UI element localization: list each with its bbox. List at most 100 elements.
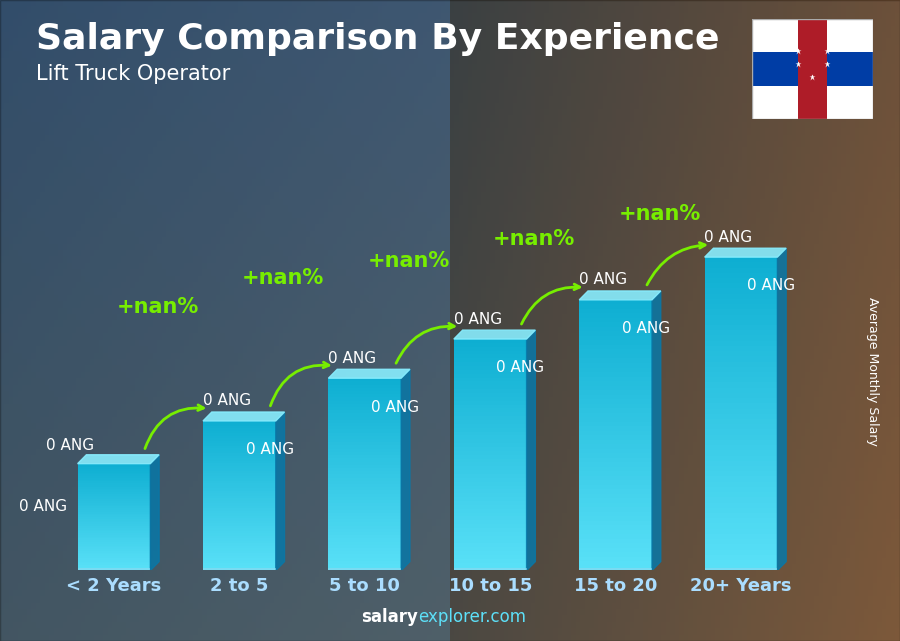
Bar: [328, 481, 401, 484]
Text: 0 ANG: 0 ANG: [579, 272, 627, 287]
Bar: [705, 476, 778, 481]
Bar: [705, 508, 778, 513]
Bar: [328, 487, 401, 490]
Bar: [203, 568, 275, 570]
Bar: [77, 472, 150, 474]
Bar: [705, 273, 778, 278]
Text: +nan%: +nan%: [618, 204, 700, 224]
Bar: [203, 556, 275, 558]
Bar: [454, 486, 526, 490]
Bar: [580, 385, 652, 390]
Bar: [454, 509, 526, 513]
Bar: [580, 381, 652, 385]
Bar: [454, 401, 526, 404]
Bar: [580, 566, 652, 570]
Bar: [77, 520, 150, 522]
Bar: [454, 474, 526, 478]
Bar: [580, 372, 652, 376]
Bar: [203, 466, 275, 469]
Bar: [705, 524, 778, 529]
Bar: [328, 385, 401, 388]
Bar: [580, 426, 652, 431]
Bar: [203, 501, 275, 503]
Bar: [580, 530, 652, 535]
Text: salary: salary: [362, 608, 418, 626]
Bar: [203, 563, 275, 565]
Bar: [77, 544, 150, 545]
Polygon shape: [401, 369, 410, 570]
Bar: [77, 526, 150, 528]
Text: +nan%: +nan%: [493, 229, 575, 249]
Bar: [203, 456, 275, 458]
Bar: [454, 393, 526, 397]
Polygon shape: [778, 248, 787, 570]
Text: 0 ANG: 0 ANG: [747, 278, 796, 294]
Bar: [203, 451, 275, 453]
Bar: [203, 436, 275, 438]
Bar: [580, 526, 652, 530]
Bar: [77, 554, 150, 556]
Bar: [705, 320, 778, 325]
Bar: [454, 439, 526, 443]
Bar: [454, 343, 526, 347]
Bar: [454, 559, 526, 563]
Polygon shape: [150, 454, 159, 570]
Bar: [580, 507, 652, 512]
Bar: [705, 367, 778, 372]
Bar: [77, 519, 150, 520]
Bar: [328, 548, 401, 551]
Bar: [752, 86, 873, 119]
Bar: [580, 349, 652, 354]
Bar: [328, 404, 401, 407]
Bar: [77, 540, 150, 542]
Bar: [705, 555, 778, 560]
Bar: [203, 515, 275, 518]
Bar: [454, 351, 526, 354]
Bar: [454, 551, 526, 555]
Bar: [705, 568, 778, 570]
Bar: [328, 458, 401, 462]
Bar: [203, 424, 275, 426]
Bar: [454, 420, 526, 424]
Bar: [454, 497, 526, 501]
Bar: [705, 330, 778, 335]
Bar: [705, 429, 778, 435]
Bar: [328, 513, 401, 516]
Bar: [328, 516, 401, 519]
Bar: [454, 443, 526, 447]
Bar: [580, 517, 652, 521]
Bar: [203, 431, 275, 433]
Bar: [328, 436, 401, 439]
Bar: [203, 538, 275, 540]
Bar: [203, 551, 275, 553]
Bar: [705, 471, 778, 476]
Bar: [454, 451, 526, 454]
Bar: [580, 557, 652, 562]
Bar: [328, 391, 401, 394]
Bar: [203, 533, 275, 536]
Bar: [328, 420, 401, 423]
Bar: [580, 498, 652, 503]
Bar: [580, 503, 652, 507]
Bar: [203, 543, 275, 545]
Bar: [580, 548, 652, 553]
Bar: [203, 458, 275, 461]
Bar: [328, 401, 401, 404]
Bar: [705, 440, 778, 445]
Bar: [77, 504, 150, 506]
Bar: [328, 423, 401, 426]
Bar: [328, 452, 401, 455]
Bar: [454, 532, 526, 536]
Bar: [580, 471, 652, 476]
Bar: [328, 532, 401, 535]
Bar: [77, 490, 150, 492]
Bar: [77, 569, 150, 570]
Bar: [77, 562, 150, 563]
Bar: [77, 510, 150, 512]
Bar: [580, 345, 652, 349]
Bar: [203, 463, 275, 466]
Bar: [580, 304, 652, 309]
Bar: [203, 483, 275, 486]
Bar: [77, 512, 150, 513]
Bar: [328, 471, 401, 474]
